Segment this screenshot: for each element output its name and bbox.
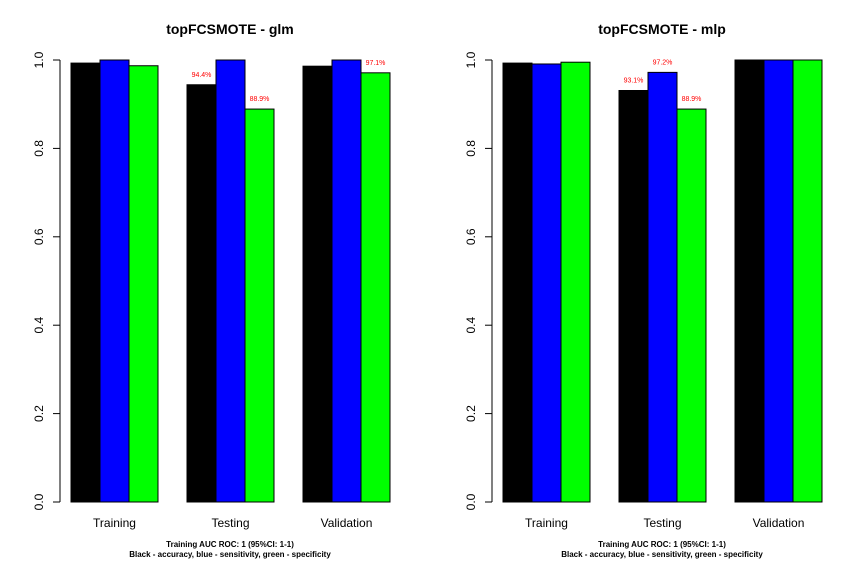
x-category-label: Validation <box>321 516 373 530</box>
y-tick-label: 0.8 <box>32 140 46 157</box>
chart-note: Training AUC ROC: 1 (95%CI: 1-1) <box>598 540 726 549</box>
data-label: 94.4% <box>192 72 212 79</box>
bar-validation-series-1 <box>734 59 765 503</box>
data-label: 93.1% <box>624 77 644 84</box>
y-tick-label: 0.0 <box>464 493 478 510</box>
y-tick-label: 0.0 <box>32 493 46 510</box>
data-label: 88.9% <box>682 96 702 103</box>
chart-panel-1: topFCSMOTE - glm 0.0 0.2 0.4 0.6 0.8 1.0 Traini… <box>32 21 391 559</box>
chart-title: topFCSMOTE - mlp <box>598 21 726 37</box>
x-category-label: Testing <box>211 516 249 530</box>
y-tick-label: 0.2 <box>464 405 478 422</box>
bar-testing-series-1 <box>618 89 649 503</box>
data-label: 88.9% <box>250 96 270 103</box>
x-category-label: Training <box>93 516 136 530</box>
y-tick-label: 1.0 <box>464 51 478 68</box>
y-tick-label: 0.4 <box>464 317 478 334</box>
y-tick-label: 0.6 <box>32 228 46 245</box>
data-label: 97.2% <box>653 59 673 66</box>
bar-testing-series-3 <box>244 108 275 503</box>
bar-testing-series-1 <box>186 84 217 503</box>
bar-training-series-1 <box>502 62 533 503</box>
bar-training-series-2 <box>99 59 130 503</box>
y-tick-label: 0.4 <box>32 317 46 334</box>
y-tick-label: 1.0 <box>32 51 46 68</box>
bar-training-series-3 <box>128 65 159 503</box>
chart-note: Training AUC ROC: 1 (95%CI: 1-1) <box>166 540 294 549</box>
x-category-label: Testing <box>643 516 681 530</box>
bar-testing-series-2 <box>647 71 678 503</box>
y-tick-label: 0.8 <box>464 140 478 157</box>
bar-validation-series-3 <box>360 72 391 503</box>
x-category-label: Validation <box>753 516 805 530</box>
x-category-label: Training <box>525 516 568 530</box>
bar-training-series-3 <box>560 61 591 503</box>
chart-panel-2: topFCSMOTE - mlp 0.0 0.2 0.4 0.6 0.8 1.0 Traini… <box>464 21 823 559</box>
data-label: 97.1% <box>366 60 386 67</box>
bar-testing-series-3 <box>676 108 707 503</box>
chart-title: topFCSMOTE - glm <box>166 21 294 37</box>
bar-training-series-1 <box>70 62 101 503</box>
bar-validation-series-3 <box>792 59 823 503</box>
bar-testing-series-2 <box>215 59 246 503</box>
bar-validation-series-2 <box>763 59 794 503</box>
bar-validation-series-1 <box>302 65 333 503</box>
y-tick-label: 0.2 <box>32 405 46 422</box>
bar-training-series-2 <box>531 63 562 503</box>
bar-validation-series-2 <box>331 59 362 503</box>
y-tick-label: 0.6 <box>464 228 478 245</box>
chart-note: Black - accuracy, blue - sensitivity, gr… <box>561 550 763 559</box>
chart-note: Black - accuracy, blue - sensitivity, gr… <box>129 550 331 559</box>
